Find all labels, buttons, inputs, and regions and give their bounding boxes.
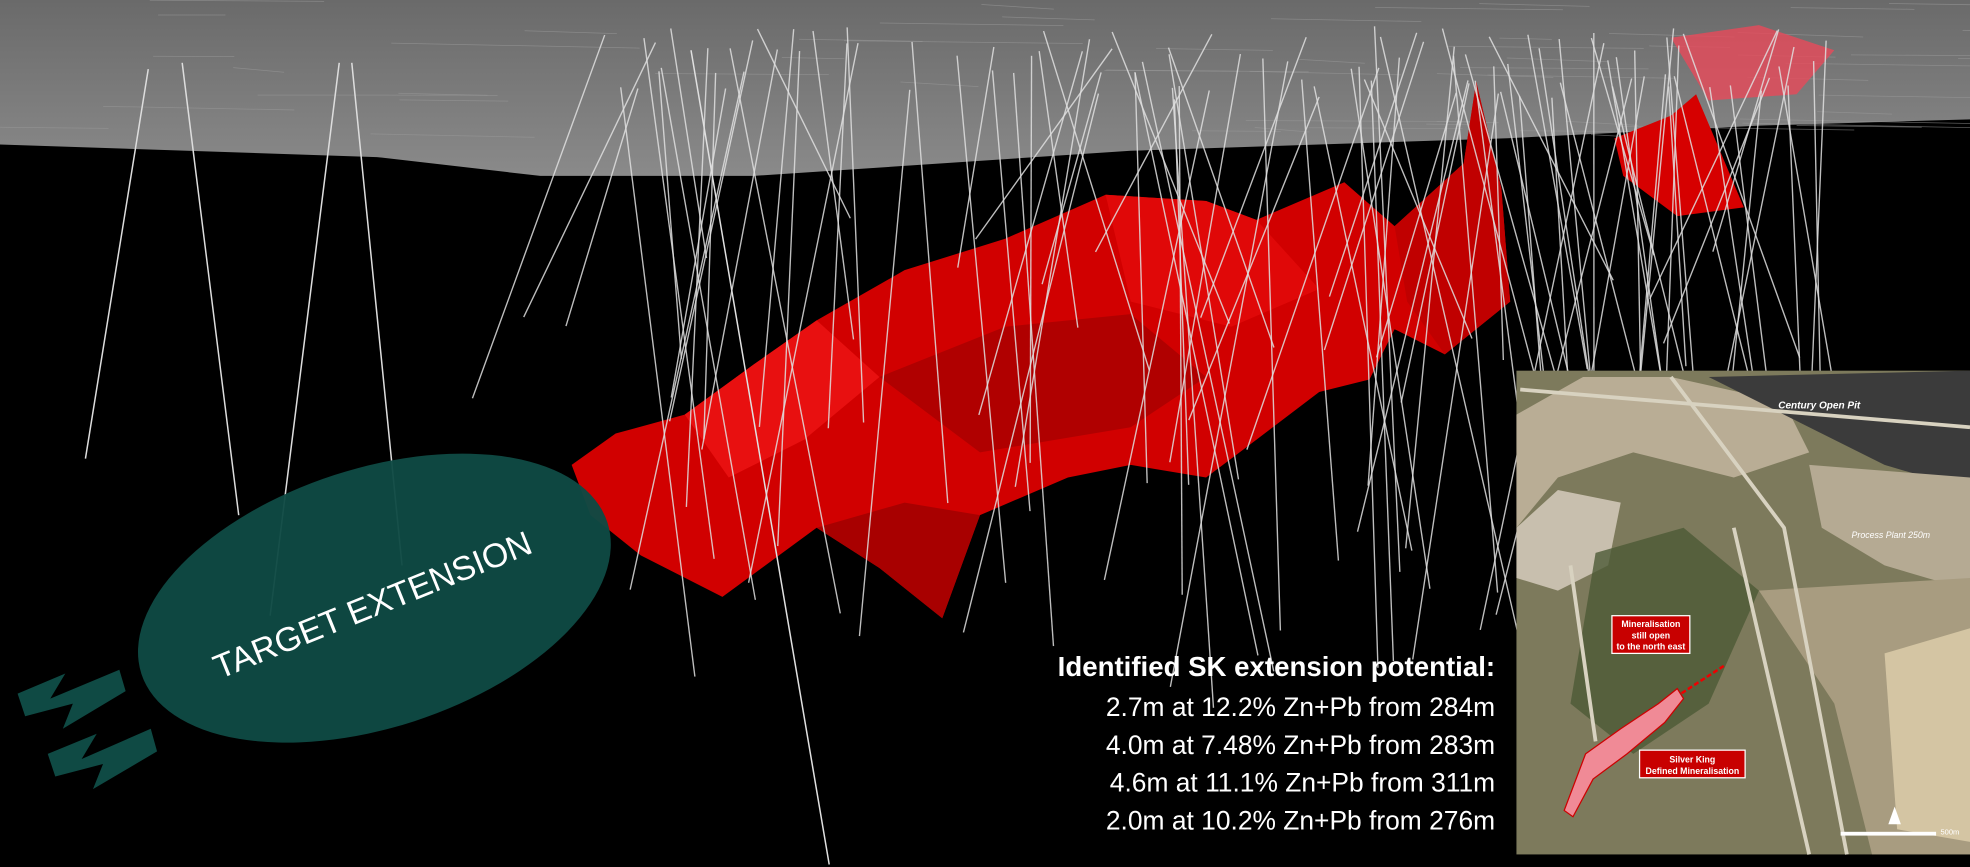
- open-label: to the north east: [1616, 642, 1685, 652]
- result-line: 4.6m at 11.1% Zn+Pb from 311m: [1110, 768, 1495, 798]
- open-label: still open: [1632, 630, 1671, 640]
- defined-label: Defined Mineralisation: [1645, 766, 1739, 776]
- scale-bar: [1841, 832, 1936, 836]
- results: Identified SK extension potential: 2.7m …: [1058, 651, 1495, 835]
- defined-label: Silver King: [1669, 755, 1715, 765]
- result-line: 2.7m at 12.2% Zn+Pb from 284m: [1106, 692, 1495, 722]
- pit-label: Century Open Pit: [1778, 400, 1861, 411]
- result-line: 4.0m at 7.48% Zn+Pb from 283m: [1106, 730, 1495, 760]
- results-heading: Identified SK extension potential:: [1058, 651, 1495, 682]
- page: TARGET EXTENSION Identified SK extension…: [0, 0, 1970, 867]
- scale-label: 500m: [1940, 827, 1959, 836]
- map-area: [1885, 628, 1970, 842]
- plant-label: Process Plant 250m: [1852, 530, 1931, 540]
- slide: TARGET EXTENSION Identified SK extension…: [0, 0, 1970, 867]
- inset-map: Century Open Pit Process Plant 250m Mine…: [1516, 371, 1970, 855]
- result-line: 2.0m at 10.2% Zn+Pb from 276m: [1106, 805, 1495, 835]
- open-label: Mineralisation: [1621, 619, 1680, 629]
